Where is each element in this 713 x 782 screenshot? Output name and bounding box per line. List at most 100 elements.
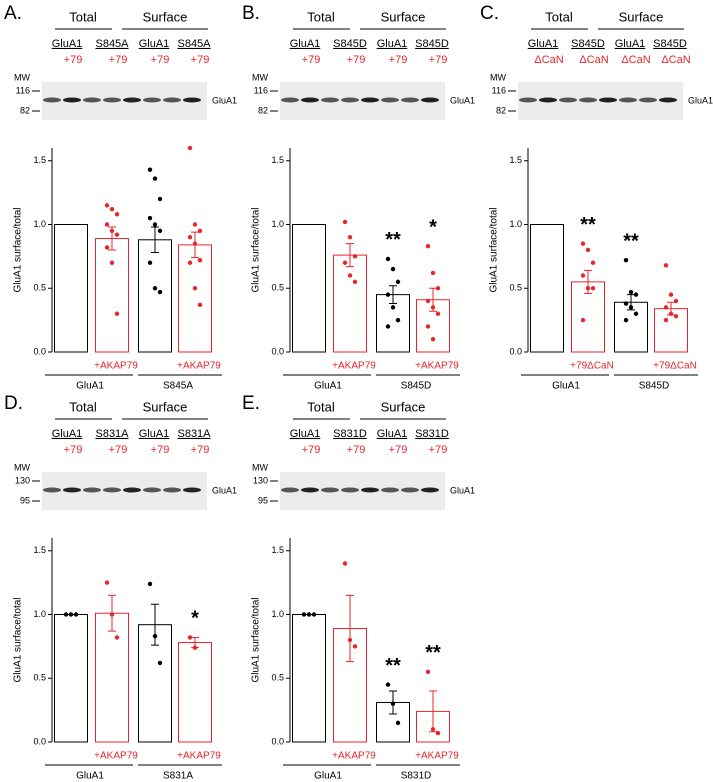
blot-band bbox=[301, 487, 319, 493]
data-point bbox=[580, 241, 586, 246]
mw-marker: 82 bbox=[496, 105, 506, 115]
data-point bbox=[663, 305, 669, 310]
y-tick-label: 1.0 bbox=[271, 609, 284, 619]
data-point bbox=[673, 298, 679, 304]
y-tick-label: 0.5 bbox=[33, 673, 46, 683]
data-point bbox=[385, 256, 391, 262]
blot-lane-label: S845D bbox=[415, 38, 449, 50]
y-tick-label: 1.5 bbox=[33, 545, 46, 555]
x-tick-label: +79ΔCaN bbox=[653, 361, 697, 372]
mw-label: MW bbox=[490, 72, 506, 82]
blot-treatment-label: +79 bbox=[389, 54, 408, 66]
x-tick-label: +AKAP79 bbox=[332, 751, 376, 762]
blot-band bbox=[559, 97, 577, 103]
blot-band bbox=[421, 487, 439, 493]
y-tick-label: 1.5 bbox=[509, 155, 522, 165]
blot-band bbox=[63, 97, 81, 103]
data-point bbox=[580, 317, 586, 323]
panel: E. Total Surface GluA1 S831D GluA1 S831D +79 +79… bbox=[242, 393, 475, 782]
data-point bbox=[430, 270, 436, 276]
data-point bbox=[390, 305, 396, 310]
y-tick-label: 0.5 bbox=[509, 283, 522, 293]
data-point bbox=[663, 263, 669, 268]
y-axis-label: GluA1 surface/total bbox=[489, 207, 500, 292]
blot-lane-label: GluA1 bbox=[139, 38, 170, 50]
bar bbox=[178, 642, 212, 743]
blot-band bbox=[83, 97, 101, 103]
data-point bbox=[152, 633, 158, 639]
group-label: S831A bbox=[163, 771, 193, 782]
data-point bbox=[430, 305, 436, 310]
group-label: GluA1 bbox=[76, 771, 104, 782]
blot-band bbox=[381, 487, 399, 493]
blot-lane-label: S845A bbox=[95, 38, 129, 50]
data-point bbox=[114, 212, 120, 217]
y-axis-label: GluA1 surface/total bbox=[251, 597, 262, 682]
data-point bbox=[109, 207, 115, 212]
blot-lane-label: S845D bbox=[571, 38, 605, 50]
data-point bbox=[157, 289, 163, 295]
mw-label: MW bbox=[252, 462, 268, 472]
data-point bbox=[187, 635, 193, 640]
data-point bbox=[385, 292, 391, 297]
bar bbox=[614, 301, 648, 353]
blot-lane-label: S831D bbox=[333, 428, 367, 440]
data-point bbox=[109, 260, 115, 265]
data-point bbox=[352, 279, 358, 285]
blot-treatment-label: +79 bbox=[151, 444, 170, 456]
data-point bbox=[68, 612, 74, 617]
data-point bbox=[633, 311, 639, 316]
data-point bbox=[157, 660, 163, 666]
blot-band bbox=[63, 487, 81, 493]
data-point bbox=[585, 286, 591, 291]
panel-label: E. bbox=[242, 393, 260, 414]
data-point bbox=[109, 612, 115, 617]
blot-lane-label: S831D bbox=[415, 428, 449, 440]
data-point bbox=[623, 317, 629, 323]
data-point bbox=[147, 260, 153, 265]
mw-marker: 130 bbox=[253, 475, 268, 485]
bar bbox=[95, 612, 129, 743]
blot-treatment-label: +79 bbox=[64, 54, 83, 66]
y-tick-label: 1.0 bbox=[33, 219, 46, 229]
blot-lane-label: S845A bbox=[177, 38, 211, 50]
panel-label: B. bbox=[242, 3, 260, 24]
blot-band bbox=[123, 97, 141, 103]
x-tick-label: +AKAP79 bbox=[94, 751, 138, 762]
x-tick-label: +AKAP79 bbox=[177, 361, 221, 372]
x-tick-label: +AKAP79 bbox=[332, 361, 376, 372]
data-point bbox=[663, 317, 669, 323]
data-point bbox=[633, 292, 639, 297]
significance-mark: ** bbox=[580, 214, 596, 236]
blot-lane-label: GluA1 bbox=[528, 38, 559, 50]
blot-lane-label: GluA1 bbox=[377, 428, 408, 440]
significance-mark: * bbox=[191, 608, 199, 630]
blot-treatment-label: +79 bbox=[302, 54, 321, 66]
data-point bbox=[673, 314, 679, 319]
blot-lane-label: S845D bbox=[653, 38, 687, 50]
x-tick-label: +79ΔCaN bbox=[570, 361, 614, 372]
data-point bbox=[73, 612, 79, 617]
blot-band bbox=[163, 97, 181, 103]
blot-band bbox=[401, 487, 419, 493]
significance-mark: ** bbox=[623, 230, 639, 252]
blot-treatment-label: ΔCaN bbox=[534, 54, 563, 66]
data-point bbox=[104, 222, 110, 227]
data-point bbox=[435, 311, 441, 316]
blot-band bbox=[43, 487, 61, 493]
data-point bbox=[152, 286, 158, 291]
y-tick-label: 0.0 bbox=[33, 346, 46, 356]
data-point bbox=[63, 612, 69, 617]
mw-marker: 95 bbox=[258, 495, 268, 505]
significance-mark: ** bbox=[385, 655, 401, 677]
blot-group-label: Surface bbox=[381, 399, 426, 414]
mw-label: MW bbox=[14, 462, 30, 472]
blot-band bbox=[619, 97, 637, 103]
blot-band-label: GluA1 bbox=[212, 485, 237, 495]
blot-band-label: GluA1 bbox=[212, 95, 237, 105]
blot-treatment-label: +79 bbox=[302, 444, 321, 456]
blot-treatment-label: +79 bbox=[64, 444, 83, 456]
error-bar bbox=[389, 285, 397, 305]
